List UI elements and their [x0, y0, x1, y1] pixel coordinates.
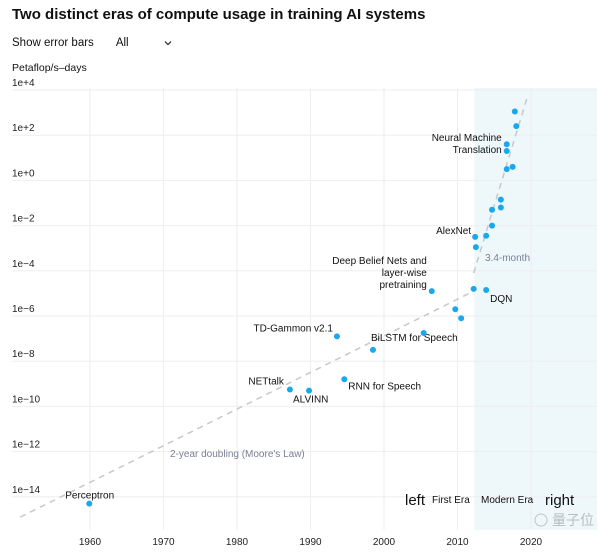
chevron-down-icon: [164, 41, 172, 46]
point-label-line: pretraining: [380, 280, 427, 291]
x-tick-label: 1970: [152, 537, 175, 548]
error-bars-label: Show error bars: [12, 37, 94, 49]
data-point: [86, 500, 93, 507]
point-label-line: AlexNet: [436, 226, 471, 237]
point-label: TD-Gammon v2.1: [253, 323, 333, 334]
point-label: Perceptron: [65, 491, 114, 502]
trend-line: [19, 290, 475, 518]
data-point: [369, 346, 376, 353]
data-point: [503, 166, 510, 173]
point-label-line: DQN: [490, 294, 512, 305]
data-point: [497, 196, 504, 203]
y-tick-label: 1e−2: [12, 214, 35, 225]
point-label: NETtalk: [248, 376, 285, 387]
y-tick-label: 1e+0: [12, 168, 35, 179]
data-point: [428, 288, 435, 295]
left-annotation: left: [405, 492, 426, 509]
data-point: [458, 315, 465, 322]
point-label-line: NETtalk: [248, 376, 285, 387]
y-tick-label: 1e+4: [12, 78, 35, 89]
data-point: [286, 386, 293, 393]
y-tick-label: 1e−4: [12, 259, 35, 270]
x-tick-label: 1980: [226, 537, 249, 548]
first-era-annotation: First Era: [432, 495, 470, 506]
data-point: [511, 108, 518, 115]
data-point: [513, 123, 520, 130]
y-tick-label: 1e−14: [12, 485, 41, 496]
point-label-line: RNN for Speech: [348, 381, 421, 392]
point-label: BiLSTM for Speech: [371, 333, 458, 344]
point-label-line: Translation: [453, 145, 502, 156]
point-label: RNN for Speech: [348, 381, 421, 392]
data-point: [306, 387, 313, 394]
y-tick-label: 1e−6: [12, 304, 35, 315]
x-tick-label: 2000: [373, 537, 396, 548]
data-point: [470, 285, 477, 292]
data-point: [483, 287, 490, 294]
data-point: [489, 222, 496, 229]
data-point: [509, 163, 516, 170]
error-bars-select[interactable]: All: [116, 37, 172, 49]
trend-line-label: 2-year doubling (Moore's Law): [170, 449, 305, 460]
watermark-logo: 量子位: [552, 512, 594, 528]
y-axis-label: Petaflop/s–days: [12, 62, 87, 74]
point-label: ALVINN: [293, 395, 328, 406]
error-bars-value: All: [115, 37, 129, 49]
x-tick-label: 1960: [79, 537, 102, 548]
data-point: [483, 232, 490, 239]
trend-line-label: 3.4-month: [485, 253, 530, 264]
data-point: [341, 376, 348, 383]
point-label: AlexNet: [436, 226, 471, 237]
data-point: [489, 206, 496, 213]
data-point: [503, 148, 510, 155]
chart-title: Two distinct eras of compute usage in tr…: [12, 6, 426, 23]
x-tick-label: 2020: [520, 537, 543, 548]
x-tick-label: 2010: [446, 537, 469, 548]
data-point: [420, 329, 427, 336]
point-label-line: ALVINN: [293, 395, 328, 406]
point-label-line: Deep Belief Nets and: [332, 256, 427, 267]
data-point: [472, 244, 479, 251]
error-bar-controls: Show error bars All: [12, 37, 172, 49]
trend-line: [472, 94, 529, 274]
point-label-line: TD-Gammon v2.1: [253, 323, 333, 334]
data-point: [503, 141, 510, 148]
point-label-line: BiLSTM for Speech: [371, 333, 458, 344]
point-label: Deep Belief Nets and layer-wise pretrainin…: [332, 256, 427, 291]
modern-era-shade: [474, 88, 597, 530]
wechat-icon: [534, 513, 548, 527]
data-point: [497, 204, 504, 211]
point-label-line: Perceptron: [65, 491, 114, 502]
y-tick-label: 1e−8: [12, 349, 35, 360]
y-tick-label: 1e+2: [12, 123, 35, 134]
data-point: [452, 306, 459, 313]
point-label-line: layer-wise: [382, 268, 427, 279]
x-tick-label: 1990: [299, 537, 322, 548]
data-point: [472, 233, 479, 240]
point-label: Neural Machine Translation: [432, 133, 502, 156]
point-label-line: Neural Machine: [432, 133, 502, 144]
point-label: DQN: [490, 294, 512, 305]
modern-era-annotation: Modern Era: [481, 495, 534, 506]
data-point: [333, 333, 340, 340]
right-annotation: right: [545, 492, 575, 509]
y-tick-label: 1e−12: [12, 440, 41, 451]
y-tick-label: 1e−10: [12, 394, 41, 405]
